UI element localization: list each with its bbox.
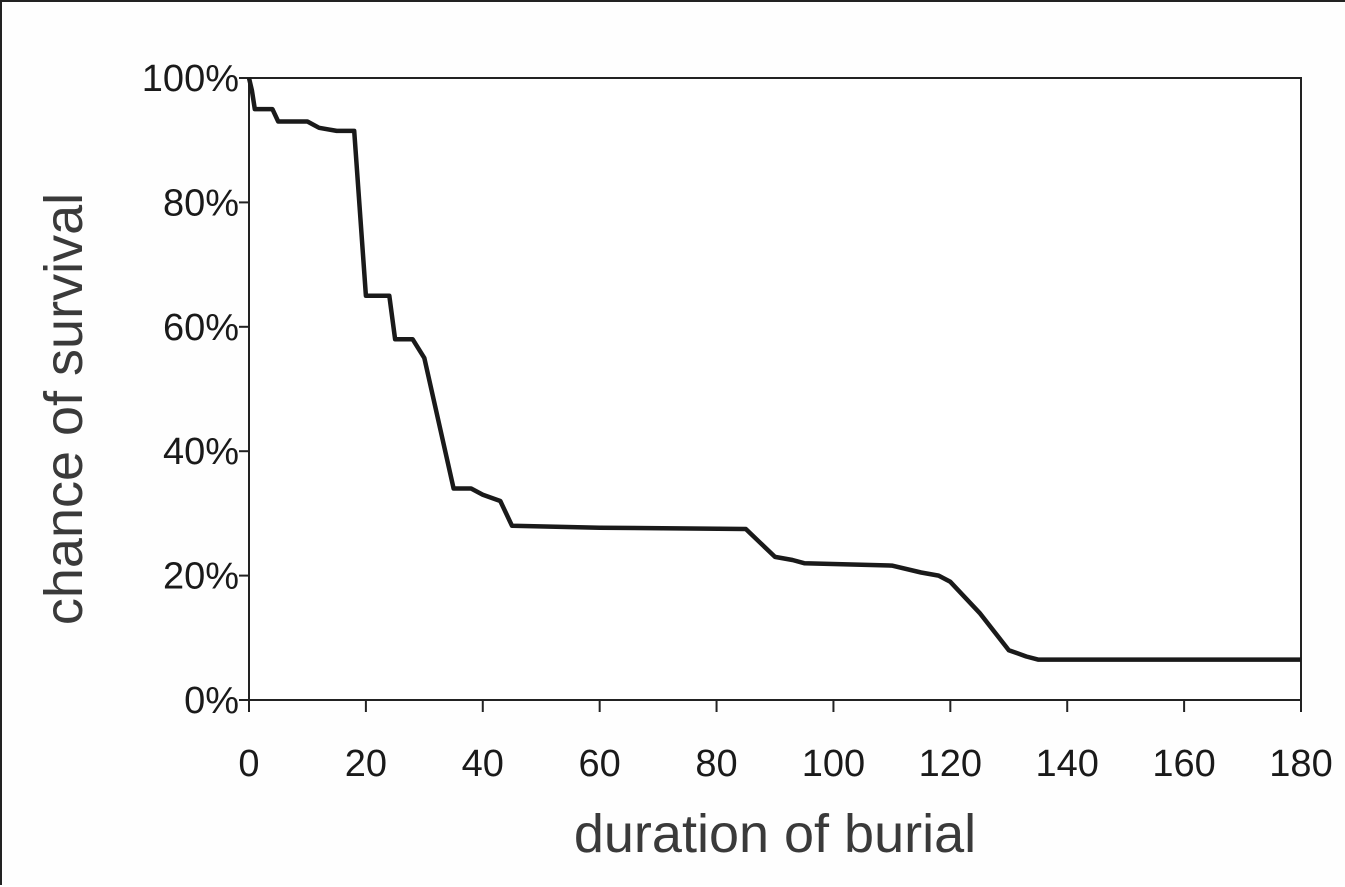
y-axis-title: chance of survival <box>34 193 94 625</box>
x-tick-label: 180 <box>1269 743 1332 785</box>
y-tick-label: 60% <box>163 307 239 349</box>
x-axis-title: duration of burial <box>574 804 976 864</box>
x-tick-label: 0 <box>238 743 259 785</box>
y-tick-label: 40% <box>163 431 239 473</box>
survival-curve-line <box>246 77 1301 662</box>
x-axis: 0 20 40 60 80 100 120 140 160 180 <box>238 700 1333 785</box>
x-tick-label: 120 <box>919 743 982 785</box>
x-tick-label: 60 <box>579 743 621 785</box>
x-tick-label: 100 <box>802 743 865 785</box>
plot-area <box>248 77 1302 701</box>
x-tick-label: 80 <box>695 743 737 785</box>
x-tick-label: 140 <box>1036 743 1099 785</box>
x-tick-label: 160 <box>1152 743 1215 785</box>
y-tick-label: 0% <box>184 680 239 722</box>
y-tick-label: 80% <box>163 182 239 224</box>
x-tick-label: 20 <box>345 743 387 785</box>
y-tick-label: 100% <box>142 58 239 100</box>
y-axis: 0% 20% 40% 60% 80% 100% <box>142 58 249 722</box>
y-tick-label: 20% <box>163 556 239 598</box>
x-tick-label: 40 <box>462 743 504 785</box>
